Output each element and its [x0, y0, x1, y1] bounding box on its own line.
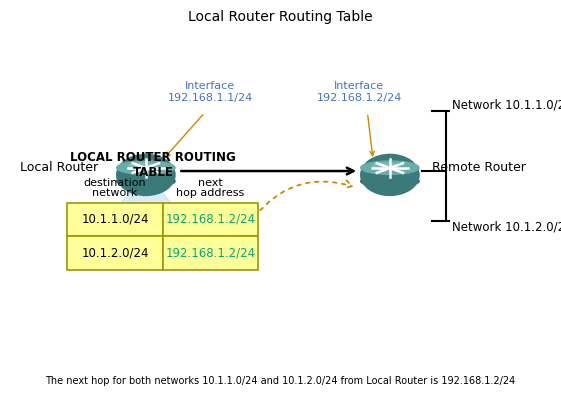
- FancyArrowPatch shape: [254, 180, 352, 217]
- Ellipse shape: [128, 163, 155, 169]
- Text: 10.1.1.0/24: 10.1.1.0/24: [81, 213, 149, 226]
- Ellipse shape: [361, 161, 419, 175]
- Text: 192.168.1.2/24: 192.168.1.2/24: [165, 246, 255, 260]
- Circle shape: [361, 154, 419, 196]
- Text: network: network: [93, 188, 137, 198]
- Ellipse shape: [117, 161, 175, 175]
- Text: destination: destination: [84, 178, 146, 188]
- Text: Interface
192.168.1.1/24: Interface 192.168.1.1/24: [168, 81, 253, 103]
- FancyBboxPatch shape: [67, 236, 163, 270]
- Text: Network 10.1.1.0/24: Network 10.1.1.0/24: [452, 98, 561, 111]
- Text: Network 10.1.2.0/24: Network 10.1.2.0/24: [452, 221, 561, 233]
- Ellipse shape: [361, 175, 419, 187]
- Text: hop address: hop address: [176, 188, 245, 198]
- Text: 10.1.2.0/24: 10.1.2.0/24: [81, 246, 149, 260]
- Text: LOCAL ROUTER ROUTING: LOCAL ROUTER ROUTING: [70, 151, 236, 164]
- Polygon shape: [73, 182, 219, 264]
- Text: The next hop for both networks 10.1.1.0/24 and 10.1.2.0/24 from Local Router is : The next hop for both networks 10.1.1.0/…: [45, 376, 516, 386]
- Text: 192.168.1.2/24: 192.168.1.2/24: [165, 213, 255, 226]
- Text: Local Router Routing Table: Local Router Routing Table: [188, 10, 373, 24]
- Text: Local Router: Local Router: [20, 162, 98, 174]
- Text: Interface
192.168.1.2/24: Interface 192.168.1.2/24: [316, 81, 402, 103]
- FancyBboxPatch shape: [67, 203, 163, 236]
- Text: TABLE: TABLE: [133, 166, 173, 179]
- Ellipse shape: [117, 175, 175, 187]
- FancyBboxPatch shape: [163, 203, 258, 236]
- FancyBboxPatch shape: [163, 236, 258, 270]
- Text: Remote Router: Remote Router: [432, 162, 526, 174]
- Ellipse shape: [373, 163, 399, 169]
- Text: next: next: [198, 178, 223, 188]
- Circle shape: [117, 154, 175, 196]
